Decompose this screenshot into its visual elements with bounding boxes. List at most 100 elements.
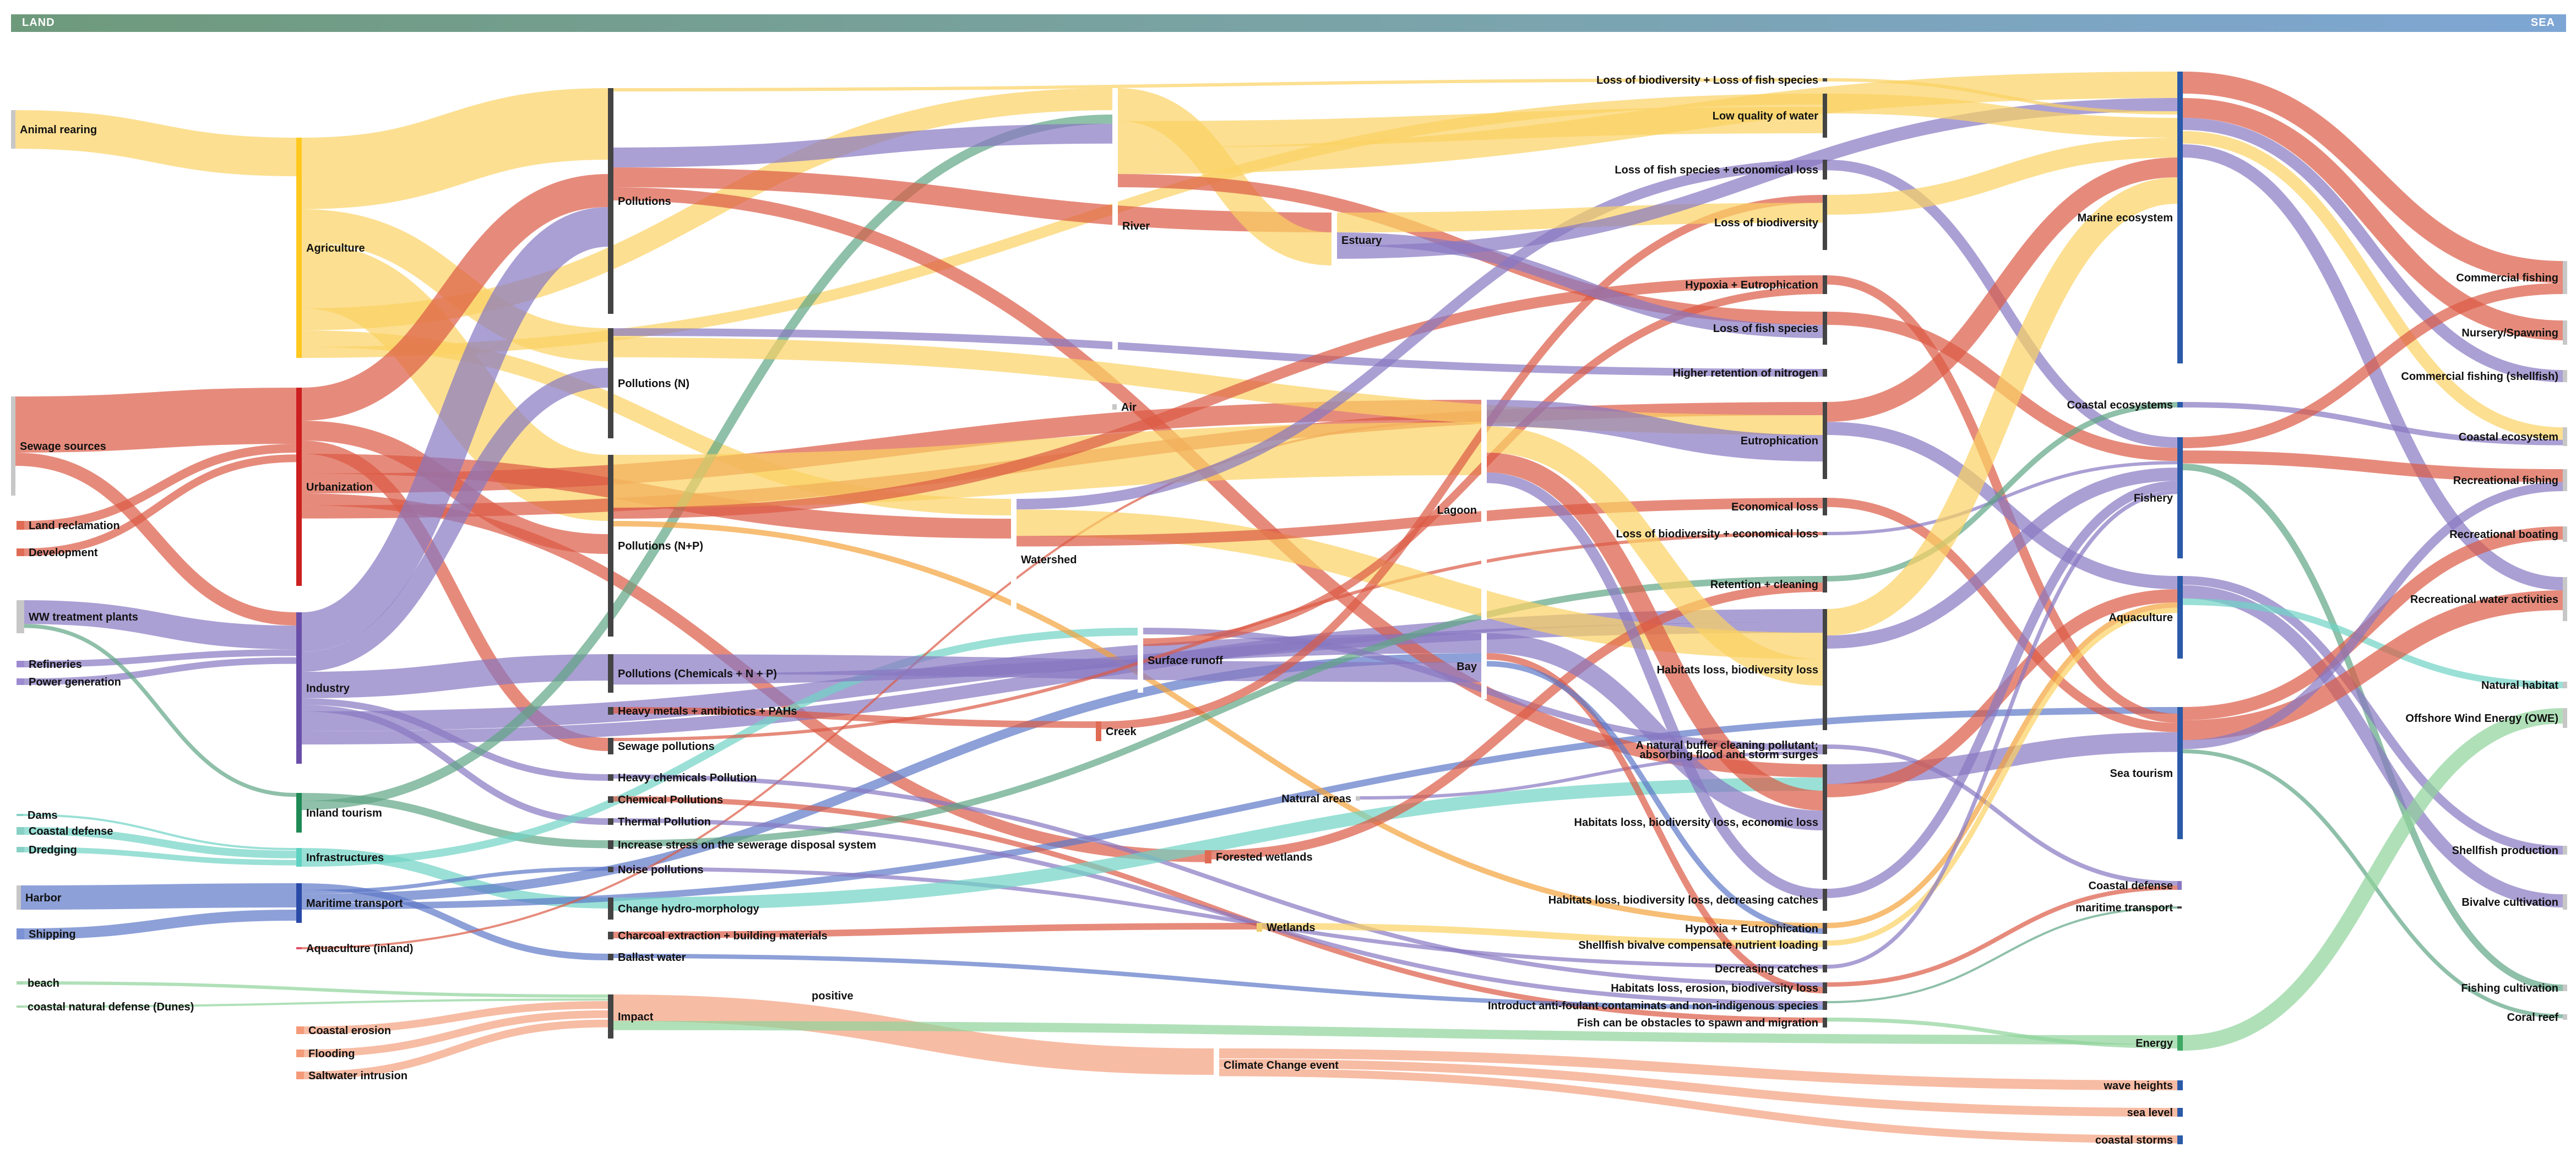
flow-e15-to-fishery <box>1827 481 2178 898</box>
flow-e10-to-fishery <box>1827 461 2178 535</box>
node-label-stress: Increase stress on the sewerage disposal… <box>618 839 876 851</box>
node-label-lagoon: Lagoon <box>1437 504 1477 517</box>
node-bar-fishery <box>2177 437 2183 558</box>
flow-e14-to-seatour <box>1827 732 2178 784</box>
node-label-coral: Coral reef <box>2507 1012 2559 1024</box>
node-bar-air <box>1112 404 1117 410</box>
node-bar-industry <box>296 612 302 764</box>
flow-e19-to-coastdef <box>1827 885 2178 987</box>
node-label-noise: Noise pollutions <box>618 864 704 876</box>
flow-sewsrc-to-urban <box>15 388 297 453</box>
node-label-e14: Habitats loss, biodiversity loss, econom… <box>1574 817 1818 829</box>
node-bar-harbor <box>17 885 21 910</box>
node-label-erosion: Coastal erosion <box>308 1025 391 1037</box>
node-bar-e1 <box>1823 78 1827 81</box>
node-label-dunes: coastal natural defense (Dunes) <box>28 1001 194 1013</box>
flow-lagoon-to-e14 <box>1486 453 1823 811</box>
node-label-aquainl: Aquaculture (inland) <box>306 943 413 955</box>
node-bar-sewsrc <box>11 396 15 496</box>
flow-bay-to-e16 <box>1486 661 1823 934</box>
flow-erosion-to-impact <box>303 1001 608 1034</box>
node-label-bay: Bay <box>1457 661 1477 673</box>
flow-creek-to-e4 <box>1101 195 1823 730</box>
node-label-e21: Fish can be obstacles to spawn and migra… <box>1577 1017 1818 1029</box>
node-label-estuary: Estuary <box>1341 235 1382 247</box>
node-bar-poll <box>608 88 613 314</box>
node-bar-infra <box>296 848 302 867</box>
node-bar-dams <box>17 814 23 816</box>
node-bar-e5 <box>1823 275 1827 294</box>
flow-coastdef0-to-infra <box>24 827 297 858</box>
node-bar-chemp <box>608 796 613 803</box>
node-bar-e2 <box>1823 94 1827 138</box>
flow-seatour-to-recboat <box>2182 526 2563 720</box>
node-label-hchem: Heavy chemicals Pollution <box>618 772 757 784</box>
node-bar-e14 <box>1823 764 1827 880</box>
node-bar-natural <box>1356 796 1360 801</box>
flow-develop-to-urban <box>24 454 297 556</box>
node-label-storms: coastal storms <box>2095 1134 2173 1146</box>
node-bar-e3 <box>1823 160 1827 180</box>
flow-e21-to-energy <box>1827 1018 2178 1048</box>
node-label-e6: Loss of fish species <box>1713 323 1818 335</box>
node-label-wwtp: WW treatment plants <box>29 611 138 623</box>
node-bar-wetlands <box>1257 923 1262 932</box>
flow-e4-to-marineeco <box>1827 138 2178 215</box>
node-label-industry: Industry <box>306 683 350 695</box>
node-bar-wwtp <box>17 600 24 633</box>
flow-aquac-to-bivalve <box>2182 585 2563 907</box>
node-bar-shipping <box>17 928 24 939</box>
node-bar-marineeco <box>2177 72 2183 363</box>
node-label-commfish: Commercial fishing <box>2456 272 2558 284</box>
node-label-hydro: Change hydro-morphology <box>618 903 760 915</box>
node-label-thermal: Thermal Pollution <box>618 816 711 828</box>
node-bar-e12 <box>1823 609 1827 730</box>
node-label-recboat: Recreational boating <box>2449 529 2558 541</box>
flow-sewsrc-to-industry <box>15 453 297 626</box>
node-bar-charcoal <box>608 932 613 939</box>
node-bar-e7 <box>1823 369 1827 377</box>
flow-coasteco-to-coastecoR <box>2182 402 2563 445</box>
flow-river-to-estuary <box>1117 88 1333 265</box>
flow-pollNP-to-e16 <box>613 521 1823 928</box>
flow-agri-to-poll <box>301 88 608 209</box>
node-bar-aquac <box>2177 576 2183 659</box>
node-label-ballast: Ballast water <box>618 952 686 964</box>
node-label-e18: Decreasing catches <box>1715 963 1818 975</box>
land-sea-gradient-bar: LAND SEA <box>11 14 2566 32</box>
node-label-fishcult: Fishing cultivation <box>2461 982 2558 994</box>
node-label-e13: A natural buffer cleaning pollutant; <box>1636 740 1818 752</box>
node-label-seatour: Sea tourism <box>2110 768 2173 780</box>
flow-lagoon-to-e12 <box>1486 426 1823 686</box>
flow-climate-to-storms <box>1219 1068 2178 1144</box>
node-bar-forested <box>1205 850 1211 863</box>
node-bar-owe <box>2563 708 2567 728</box>
node-bar-surfrun <box>1138 628 1143 693</box>
node-label-e11: Retention + cleaning <box>1710 579 1818 591</box>
flow-impact-to-energy <box>613 1021 2178 1045</box>
node-bar-heavy <box>608 707 613 715</box>
node-label-shellprod: Shellfish production <box>2452 845 2558 857</box>
node-bar-erosion <box>296 1026 304 1034</box>
node-bar-inltour <box>296 793 302 833</box>
flow-bay-to-e14 <box>1486 633 1823 830</box>
node-bar-hchem <box>608 774 613 781</box>
flow-saltw-to-impact <box>303 1019 608 1079</box>
flow-heavy-to-creek <box>613 707 1096 728</box>
node-bar-dredg <box>17 847 24 852</box>
node-bar-recwater <box>2563 577 2567 621</box>
flow-wwtp-to-inltour <box>24 624 297 797</box>
node-label-forested: Forested wetlands <box>1216 851 1313 863</box>
node-bar-recboat <box>2563 526 2567 542</box>
flow-e13-to-coastdef <box>1827 744 2178 885</box>
node-bar-pollChem <box>608 654 613 693</box>
node-label-e13b: absorbing flood and storm surges <box>1640 749 1818 761</box>
node-label-commshell: Commercial fishing (shellfish) <box>2401 371 2558 383</box>
node-label-chemp: Chemical Pollutions <box>618 794 723 806</box>
flow-e16-to-aquac <box>1827 602 2178 928</box>
node-bar-impact <box>608 994 613 1039</box>
node-label-e3: Loss of fish species + economical loss <box>1615 164 1818 176</box>
flow-industry-to-poll <box>301 207 609 652</box>
node-label-sewsrc: Sewage sources <box>20 441 106 453</box>
flow-e17-to-aquac <box>1827 607 2178 946</box>
